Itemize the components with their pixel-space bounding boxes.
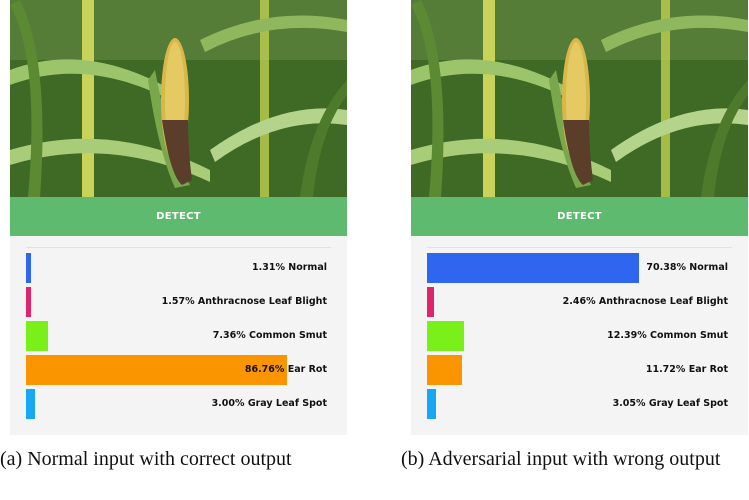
result-label: 3.00% Gray Leaf Spot <box>211 398 327 409</box>
result-bar <box>427 355 462 385</box>
result-bar <box>427 253 639 283</box>
result-bar <box>26 253 31 283</box>
result-bar <box>427 321 464 351</box>
result-label: 11.72% Ear Rot <box>645 364 728 375</box>
result-row-anthracnose: 2.46% Anthracnose Leaf Blight <box>427 287 728 317</box>
result-label: 7.36% Common Smut <box>212 330 327 341</box>
result-label: 3.05% Gray Leaf Spot <box>612 398 728 409</box>
result-bar <box>427 287 434 317</box>
result-label: 2.46% Anthracnose Leaf Blight <box>562 296 728 307</box>
result-bar <box>427 389 436 419</box>
detect-button[interactable]: DETECT <box>411 197 748 236</box>
result-row-ear-rot: 86.76% Ear Rot <box>26 355 327 385</box>
caption-adversarial: (b) Adversarial input with wrong output <box>401 448 721 470</box>
result-row-anthracnose: 1.57% Anthracnose Leaf Blight <box>26 287 327 317</box>
result-row-ear-rot: 11.72% Ear Rot <box>427 355 728 385</box>
result-label: 86.76% Ear Rot <box>244 364 327 375</box>
result-bar <box>26 389 35 419</box>
results-list: 70.38% Normal 2.46% Anthracnose Leaf Bli… <box>411 236 748 435</box>
result-row-gray-leaf-spot: 3.05% Gray Leaf Spot <box>427 389 728 419</box>
corn-photo <box>411 0 748 197</box>
panel-normal: DETECT 1.31% Normal 1.57% Anthracnose Le… <box>10 0 347 435</box>
result-bar <box>26 321 48 351</box>
result-row-common-smut: 7.36% Common Smut <box>26 321 327 351</box>
result-bar <box>26 355 287 385</box>
result-label: 1.57% Anthracnose Leaf Blight <box>161 296 327 307</box>
divider <box>26 247 331 248</box>
detect-button[interactable]: DETECT <box>10 197 347 236</box>
corn-photo <box>10 0 347 197</box>
result-row-normal: 1.31% Normal <box>26 253 327 283</box>
panel-adversarial: DETECT 70.38% Normal 2.46% Anthracnose L… <box>411 0 748 435</box>
caption-normal: (a) Normal input with correct output <box>0 448 292 470</box>
corn-ear-image <box>411 0 748 197</box>
result-label: 70.38% Normal <box>646 262 728 273</box>
results-list: 1.31% Normal 1.57% Anthracnose Leaf Blig… <box>10 236 347 435</box>
corn-ear-image <box>10 0 347 197</box>
result-row-gray-leaf-spot: 3.00% Gray Leaf Spot <box>26 389 327 419</box>
result-row-normal: 70.38% Normal <box>427 253 728 283</box>
result-bar <box>26 287 31 317</box>
result-row-common-smut: 12.39% Common Smut <box>427 321 728 351</box>
divider <box>427 247 732 248</box>
result-label: 12.39% Common Smut <box>607 330 728 341</box>
result-label: 1.31% Normal <box>252 262 327 273</box>
